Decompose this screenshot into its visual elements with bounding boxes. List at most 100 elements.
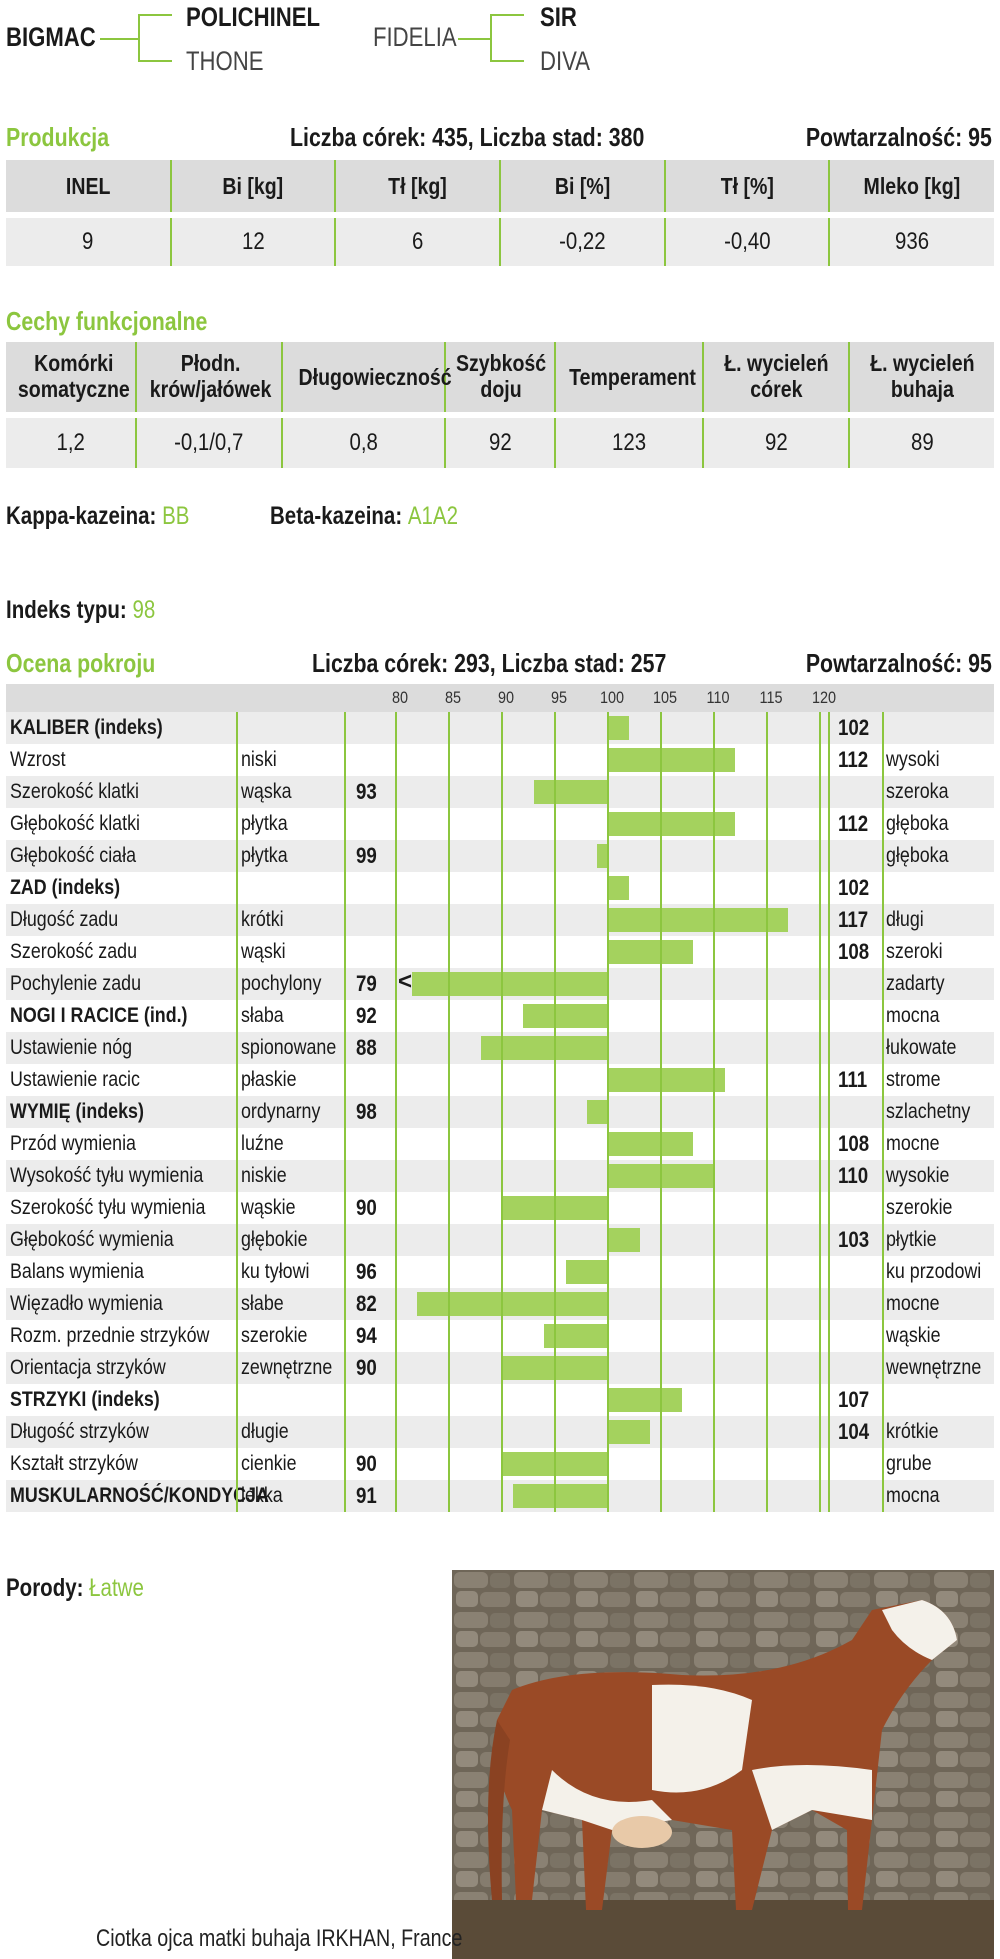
column-divider [344,712,346,1512]
trait-bar [608,908,789,932]
axis-tick-label: 95 [550,688,568,707]
trait-right-descriptor: grube [886,1452,932,1475]
trait-bar [608,940,693,964]
pedigree-connector [138,60,172,62]
functional-value-cell: 89 [848,418,994,468]
functional-header-line: somatyczne [17,375,130,402]
chart-row: Orientacja strzyków zewnętrzne wewnętrzne 9… [6,1352,994,1384]
production-daughters: Liczba córek: 435, Liczba stad: 380 [290,122,645,152]
trait-bar [533,780,608,804]
pedigree-connector [100,38,140,40]
conformation-daughters: Liczba córek: 293, Liczba stad: 257 [312,648,667,678]
production-table: INEL Bi [kg] Tł [kg] Bi [%] Tł [%] Mleko [kg]… [6,160,994,266]
production-header-cell: Mleko [kg] [828,160,994,212]
trait-left-descriptor: długie [241,1420,289,1443]
production-value-cell: 12 [169,218,336,266]
axis-tick-label: 80 [391,688,409,707]
chart-row: Rozm. przednie strzyków szerokie wąskie 94 [6,1320,994,1352]
functional-header-label: Szybkość doju [456,351,546,402]
conformation-title: Ocena pokroju [6,648,156,678]
functional-value-cell: 0,8 [281,418,445,468]
trait-bar [608,876,630,900]
production-value: 936 [895,228,930,255]
trait-left-descriptor: głębokie [241,1228,308,1251]
trait-value-label: 117 [838,907,869,932]
production-value-cell: -0,22 [498,218,665,266]
functional-value-cell: 1,2 [6,418,136,468]
trait-name: Rozm. przednie strzyków [10,1324,210,1347]
chart-row: MUSKULARNOŚĆ/KONDYCJA lekka mocna 91 [6,1480,994,1512]
trait-left-descriptor: spionowane [241,1036,337,1059]
pedigree-connector [138,14,140,62]
trait-bar [412,972,608,996]
chart-row: Szerokość zadu wąski szeroki 108 [6,936,994,968]
trait-right-descriptor: szlachetny [886,1100,971,1123]
trait-value-label: 104 [838,1419,870,1444]
production-header-label: Bi [%] [554,172,610,199]
overflow-arrow: < [398,968,413,995]
trait-right-descriptor: mocne [886,1132,940,1155]
chart-row: Kształt strzyków cienkie grube 90 [6,1448,994,1480]
trait-bar [608,716,630,740]
calving: Porody: Łatwe [6,1574,144,1603]
chart-row: NOGI I RACICE (ind.) słaba mocna 92 [6,1000,994,1032]
trait-value-label: 82 [356,1291,377,1316]
conformation-repeatability: Powtarzalność: 95 [805,648,992,678]
trait-right-descriptor: strome [886,1068,941,1091]
production-value: 9 [82,228,94,255]
trait-right-descriptor: szeroki [886,940,943,963]
production-header-label: Bi [kg] [222,172,284,199]
trait-bar [523,1004,608,1028]
functional-value: 0,8 [349,429,378,456]
axis-tick-label: 105 [652,688,678,707]
trait-name: Długość zadu [10,908,119,931]
column-divider [236,712,238,1512]
chart-row: Pochylenie zadu pochylony zadarty 79 < [6,968,994,1000]
production-value: -0,22 [559,228,606,255]
gridline [554,712,556,1512]
type-index: Indeks typu: 98 [6,596,155,625]
trait-left-descriptor: luźne [241,1132,284,1155]
trait-left-descriptor: wąskie [241,1196,296,1219]
trait-name: Kształt strzyków [10,1452,138,1475]
functional-header-label: Komórki somatyczne [18,351,130,402]
functional-header-line: Komórki [34,350,114,377]
pedigree-connector [458,38,492,40]
production-title: Produkcja [6,122,110,152]
pedigree-dam-sire: SIR [540,2,577,32]
pedigree-connector [490,14,492,62]
trait-right-descriptor: wysokie [886,1164,950,1187]
trait-bar [512,1484,608,1508]
pedigree-connector [138,14,172,16]
trait-name: Balans wymienia [10,1260,144,1283]
chart-row: Długość strzyków długie krótkie 104 [6,1416,994,1448]
chart-row: Szerokość tyłu wymienia wąskie szerokie 90 [6,1192,994,1224]
trait-left-descriptor: płytka [241,844,288,867]
chart-rows: KALIBER (indeks) 102 Wzrost niski wysoki 112 S… [6,712,994,1512]
trait-name: Szerokość tyłu wymienia [10,1196,206,1219]
trait-name: MUSKULARNOŚĆ/KONDYCJA [10,1484,269,1507]
trait-bar [608,1420,651,1444]
functional-value: 89 [910,429,934,456]
kappa-casein: Kappa-kazeina: BB [6,502,189,531]
production-header-label: Tł [%] [720,172,774,199]
production-header-label: Tł [kg] [388,172,447,199]
trait-bar [608,1132,693,1156]
gridline [660,712,662,1512]
production-header-label: INEL [65,172,111,199]
functional-header-line: krów/jałówek [149,375,272,402]
trait-right-descriptor: łukowate [886,1036,957,1059]
trait-left-descriptor: cienkie [241,1452,297,1475]
trait-value-label: 112 [838,747,869,772]
trait-name: Więzadło wymienia [10,1292,163,1315]
trait-name: NOGI I RACICE (ind.) [10,1004,188,1027]
trait-left-descriptor: płytka [241,812,288,835]
trait-right-descriptor: wysoki [886,748,940,771]
gridline [501,712,503,1512]
chart-row: Przód wymienia luźne mocne 108 [6,1128,994,1160]
trait-right-descriptor: płytkie [886,1228,937,1251]
trait-name: Długość strzyków [10,1420,149,1443]
functional-header-line: buhaja [890,375,954,402]
trait-value-label: 93 [356,779,377,804]
chart-row: Głębokość ciała płytka głęboka 99 [6,840,994,872]
